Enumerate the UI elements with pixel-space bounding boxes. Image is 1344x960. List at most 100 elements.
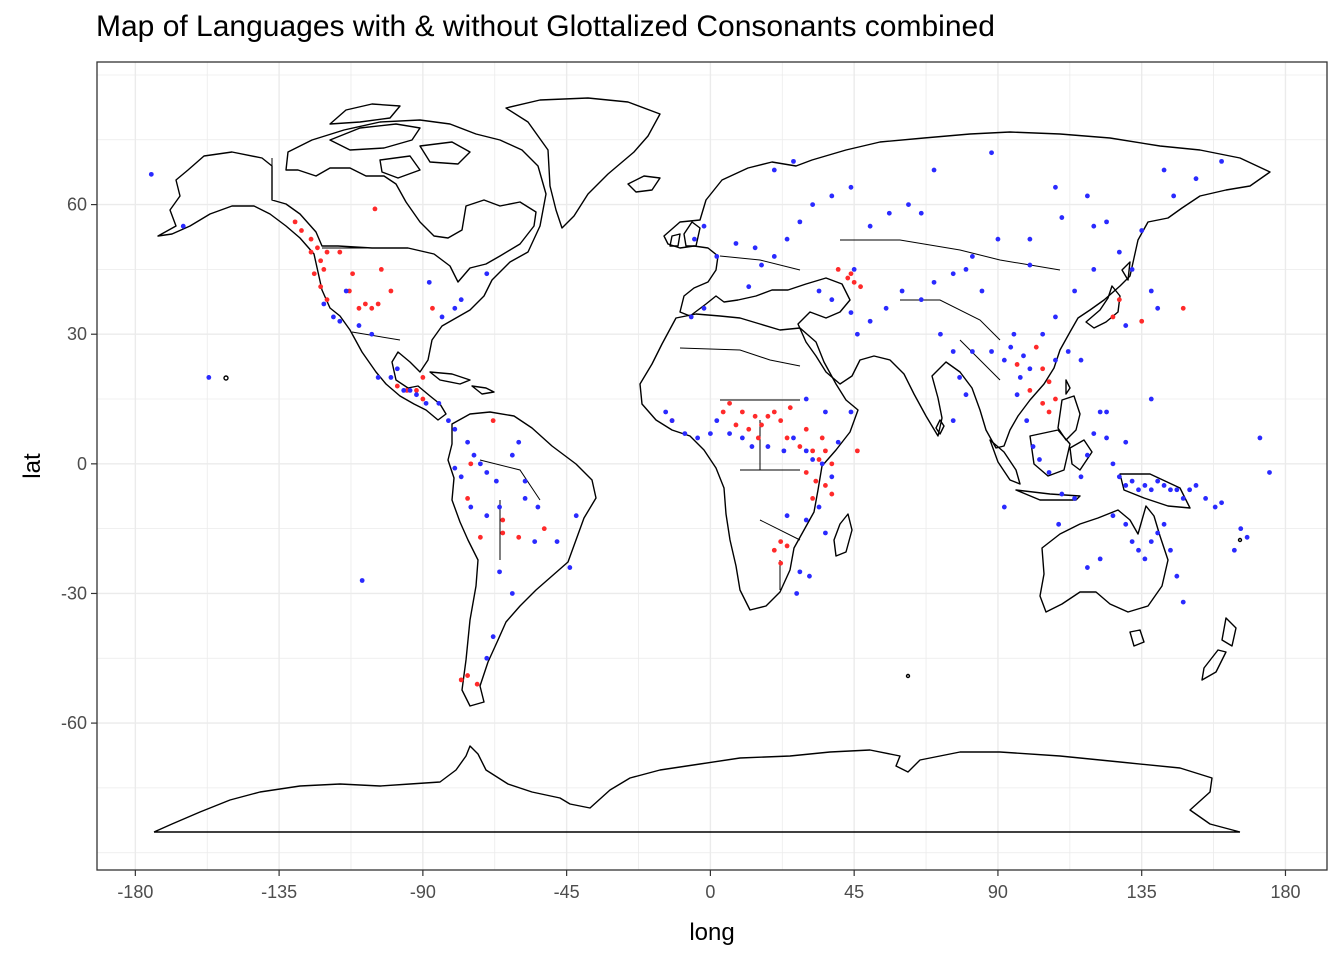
language-point-non-glottalized [886,210,892,216]
language-point-non-glottalized [1168,547,1173,553]
language-point-glottalized [388,288,394,294]
australia-outline [1039,505,1169,613]
language-point-non-glottalized [407,387,413,393]
language-point-non-glottalized [423,400,429,406]
language-point-non-glottalized [1148,539,1154,545]
language-point-non-glottalized [848,184,854,190]
language-point-glottalized [810,448,816,454]
language-point-non-glottalized [823,409,828,415]
x-tick-label: 180 [1270,882,1300,902]
language-point-glottalized [778,418,784,424]
language-point-non-glottalized [739,435,745,441]
language-point-non-glottalized [810,457,816,462]
language-point-non-glottalized [484,470,490,475]
language-point-glottalized [414,387,419,393]
language-point-non-glottalized [1161,167,1167,173]
language-point-glottalized [778,560,784,566]
language-point-non-glottalized [477,461,483,467]
language-point-non-glottalized [1078,474,1084,480]
language-point-non-glottalized [989,150,994,156]
language-point-glottalized [720,409,726,415]
language-point-non-glottalized [867,318,873,324]
language-point-non-glottalized [206,375,212,380]
language-point-non-glottalized [414,392,419,398]
language-point-non-glottalized [1168,487,1173,493]
language-point-non-glottalized [446,418,451,424]
language-point-non-glottalized [1139,228,1145,233]
language-point-glottalized [458,677,464,683]
language-point-non-glottalized [497,569,502,575]
language-point-non-glottalized [497,504,502,510]
language-point-non-glottalized [816,504,822,510]
x-tick-label: 90 [988,882,1008,902]
language-point-non-glottalized [1267,470,1272,475]
greenland-outline [505,97,661,229]
language-point-non-glottalized [1148,396,1154,402]
x-tick-label: -90 [410,882,436,902]
language-point-non-glottalized [1129,539,1135,545]
language-point-glottalized [858,284,863,290]
language-point-non-glottalized [816,288,822,294]
language-point-non-glottalized [771,254,777,259]
language-point-non-glottalized [1148,288,1154,294]
language-point-non-glottalized [803,448,809,454]
language-point-non-glottalized [1097,556,1103,562]
indonesia-outline [989,429,1191,509]
language-point-glottalized [851,279,857,285]
language-point-glottalized [311,271,317,277]
language-point-non-glottalized [688,314,694,320]
language-point-non-glottalized [1123,323,1129,328]
language-point-glottalized [727,400,732,406]
language-point-non-glottalized [1027,236,1033,242]
x-axis-title: long [689,919,734,946]
language-point-non-glottalized [1040,331,1046,337]
language-point-non-glottalized [1084,452,1090,458]
language-point-glottalized [1046,379,1052,385]
language-point-non-glottalized [1084,565,1090,570]
language-point-glottalized [771,547,777,553]
language-point-non-glottalized [1212,504,1218,510]
language-point-glottalized [1139,318,1145,324]
language-point-non-glottalized [388,375,394,380]
language-point-non-glottalized [436,400,442,406]
x-tick-label: -180 [117,882,153,902]
language-point-non-glottalized [906,202,911,207]
language-point-glottalized [1110,314,1116,320]
language-point-non-glottalized [1059,215,1065,220]
language-point-non-glottalized [394,366,400,372]
language-point-non-glottalized [1136,487,1141,493]
language-point-non-glottalized [1129,478,1135,484]
language-point-non-glottalized [1174,487,1180,493]
language-point-non-glottalized [468,504,474,510]
language-point-non-glottalized [359,578,365,583]
language-point-glottalized [829,491,835,497]
language-point-non-glottalized [1065,349,1071,354]
language-point-glottalized [430,305,435,311]
language-point-non-glottalized [714,418,720,424]
language-point-non-glottalized [331,314,336,320]
language-point-glottalized [324,297,330,303]
language-point-glottalized [746,426,752,432]
language-point-glottalized [752,413,758,419]
africa-outline [639,313,859,611]
x-tick-label: 0 [705,882,715,902]
language-point-non-glottalized [1193,483,1199,488]
language-point-glottalized [1116,297,1122,303]
language-point-glottalized [797,444,803,449]
language-point-glottalized [337,249,343,255]
language-point-non-glottalized [1238,526,1244,532]
language-point-non-glottalized [522,496,528,501]
language-point-non-glottalized [356,323,362,328]
grid-minor [97,62,1327,870]
language-point-non-glottalized [1011,331,1017,337]
language-point-non-glottalized [369,331,375,337]
language-point-glottalized [318,284,324,290]
language-point-non-glottalized [1027,366,1033,372]
panel-border [96,61,1328,871]
language-point-non-glottalized [452,426,458,432]
language-point-non-glottalized [1008,344,1014,350]
language-point-glottalized [474,681,480,687]
madagascar-outline [833,513,853,557]
language-point-glottalized [500,517,506,523]
